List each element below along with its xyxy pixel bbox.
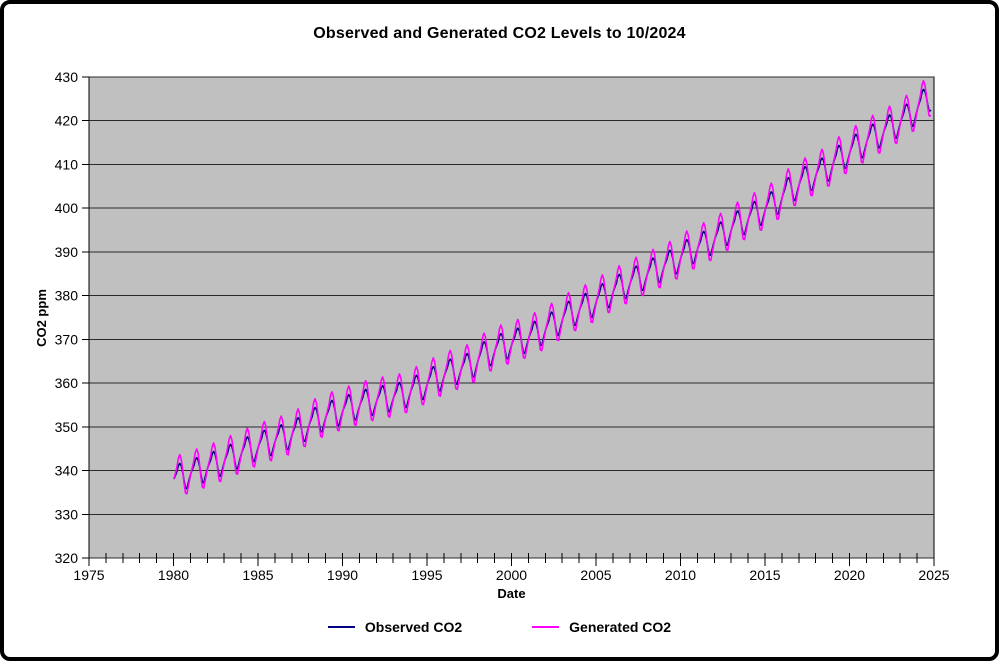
y-tick-label: 400 <box>55 200 79 216</box>
legend-item-generated: Generated CO2 <box>532 619 671 635</box>
x-tick-label: 2025 <box>918 567 949 583</box>
y-tick-label: 430 <box>55 69 79 85</box>
legend-label-generated: Generated CO2 <box>569 619 672 635</box>
y-tick-label: 350 <box>55 419 79 435</box>
x-tick-label: 1995 <box>411 567 442 583</box>
y-tick-label: 390 <box>55 244 79 260</box>
y-tick-label: 410 <box>55 156 79 172</box>
x-tick-label: 1990 <box>327 567 358 583</box>
x-tick-label: 2010 <box>665 567 696 583</box>
x-tick-label: 1975 <box>73 567 104 583</box>
x-tick-label: 2000 <box>496 567 527 583</box>
generated-line-swatch <box>532 626 560 628</box>
y-tick-label: 320 <box>55 550 79 566</box>
chart-title: Observed and Generated CO2 Levels to 10/… <box>313 25 686 42</box>
y-tick-label: 370 <box>55 331 79 347</box>
y-tick-label: 420 <box>55 113 79 129</box>
generated-co2-series-line <box>173 79 932 495</box>
observed-line-swatch <box>327 626 355 628</box>
y-tick-label: 380 <box>55 288 79 304</box>
x-tick-label: 2005 <box>580 567 611 583</box>
y-tick-label: 330 <box>55 506 79 522</box>
plot-background <box>88 76 935 559</box>
x-tick-label: 2020 <box>834 567 865 583</box>
x-tick-label: 2015 <box>749 567 780 583</box>
co2-line-chart: 320 330 340 350 360 370 380 390 400 410 420 430 1975… <box>55 69 950 583</box>
legend-label-observed: Observed CO2 <box>364 619 463 635</box>
legend: Observed CO2 Generated CO2 <box>4 619 995 635</box>
y-tick-label: 340 <box>55 463 79 479</box>
x-tick-label: 1980 <box>158 567 189 583</box>
legend-item-observed: Observed CO2 <box>327 619 463 635</box>
x-axis-title: Date <box>497 586 526 601</box>
x-tick-label: 1985 <box>242 567 273 583</box>
y-tick-label: 360 <box>55 375 79 391</box>
